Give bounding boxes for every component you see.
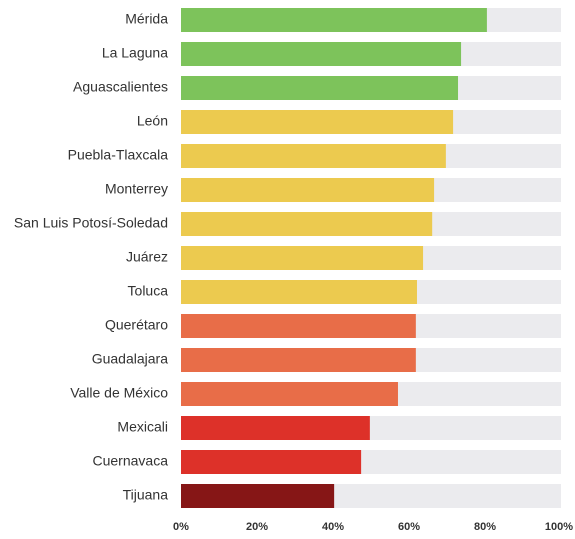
y-tick-label: La Laguna [102,45,168,61]
x-tick-label: 40% [322,521,344,533]
y-tick-label: Cuernavaca [93,453,169,469]
bar [181,348,416,372]
y-tick-label: Juárez [126,249,168,265]
x-tick-label: 100% [545,521,573,533]
y-tick-label: León [137,113,168,129]
bar [181,484,335,508]
bar [181,246,424,270]
bar [181,280,417,304]
y-tick-label: Mérida [125,11,168,27]
y-tick-label: Monterrey [105,181,168,197]
bar [181,416,370,440]
bar [181,42,462,66]
y-tick-label: San Luis Potosí-Soledad [14,215,168,231]
y-tick-label: Guadalajara [92,351,168,367]
bar [181,178,435,202]
y-tick-label: Valle de México [70,385,168,401]
bar [181,110,454,134]
y-tick-label: Toluca [128,283,169,299]
bar [181,450,362,474]
x-tick-label: 80% [474,521,496,533]
bar [181,76,459,100]
x-tick-label: 0% [173,521,189,533]
bar [181,212,433,236]
bar [181,314,416,338]
bar [181,8,487,32]
y-tick-label: Querétaro [105,317,168,333]
y-tick-label: Tijuana [123,487,169,503]
y-tick-label: Mexicali [117,419,168,435]
bar [181,144,446,168]
x-tick-label: 60% [398,521,420,533]
y-tick-label: Puebla-Tlaxcala [68,147,169,163]
x-tick-label: 20% [246,521,268,533]
bar [181,382,398,406]
y-tick-label: Aguascalientes [73,79,168,95]
